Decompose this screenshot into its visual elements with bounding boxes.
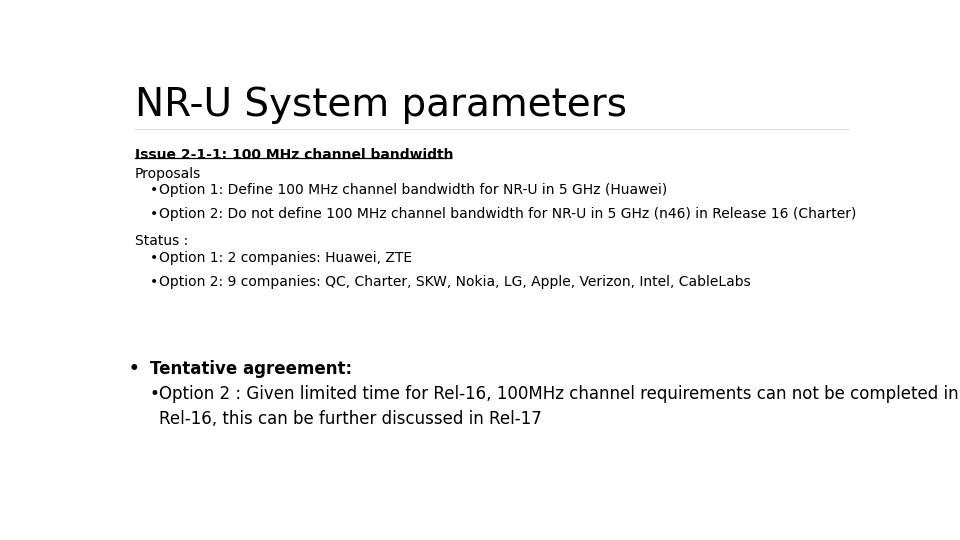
Text: •: • [150,207,158,221]
Text: Status :: Status : [134,234,188,248]
Text: Option 1: Define 100 MHz channel bandwidth for NR-U in 5 GHz (Huawei): Option 1: Define 100 MHz channel bandwid… [158,183,667,197]
Text: Option 2: Do not define 100 MHz channel bandwidth for NR-U in 5 GHz (n46) in Rel: Option 2: Do not define 100 MHz channel … [158,207,856,221]
Text: Issue 2-1-1: 100 MHz channel bandwidth: Issue 2-1-1: 100 MHz channel bandwidth [134,148,453,162]
Text: •: • [150,385,159,403]
Text: •: • [150,183,158,197]
Text: Proposals: Proposals [134,167,202,181]
Text: NR-U System parameters: NR-U System parameters [134,85,627,124]
Text: Rel-16, this can be further discussed in Rel-17: Rel-16, this can be further discussed in… [158,410,541,428]
Text: •: • [150,275,158,289]
Text: Option 1: 2 companies: Huawei, ZTE: Option 1: 2 companies: Huawei, ZTE [158,251,412,265]
Text: •: • [129,360,139,378]
Text: Tentative agreement:: Tentative agreement: [150,360,352,378]
Text: •: • [150,251,158,265]
Text: Option 2 : Given limited time for Rel-16, 100MHz channel requirements can not be: Option 2 : Given limited time for Rel-16… [158,385,958,403]
Text: Option 2: 9 companies: QC, Charter, SKW, Nokia, LG, Apple, Verizon, Intel, Cable: Option 2: 9 companies: QC, Charter, SKW,… [158,275,751,289]
